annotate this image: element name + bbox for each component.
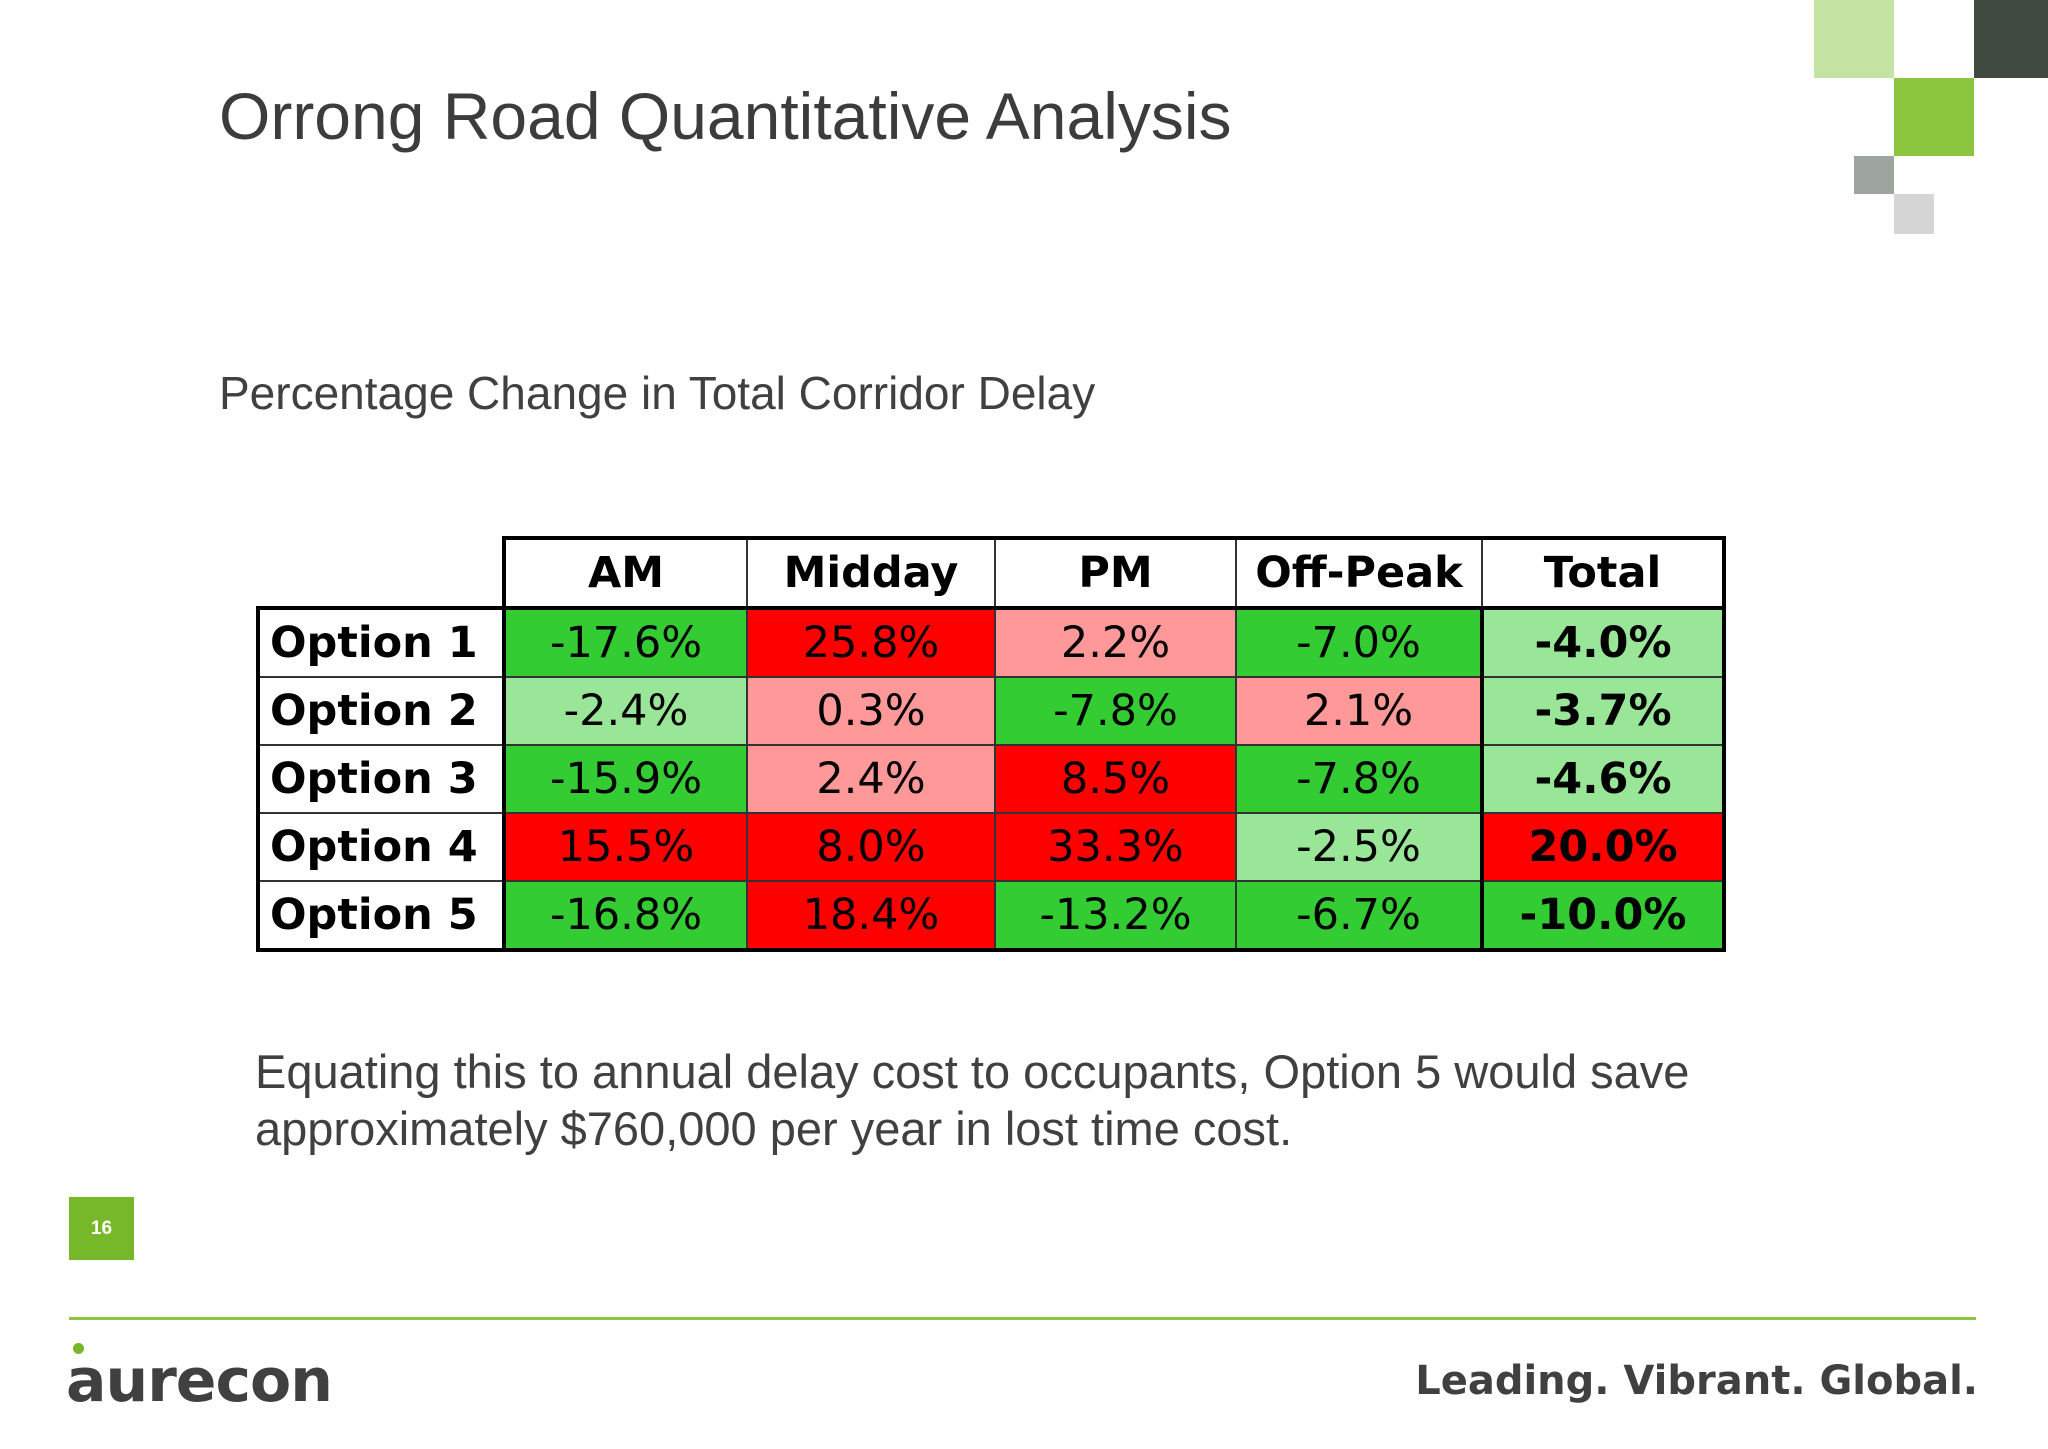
table-cell: 33.3% [994, 812, 1237, 882]
table-cell: 2.4% [746, 744, 996, 814]
table-cell: -7.0% [1235, 606, 1483, 678]
corner-decoration [1894, 0, 1974, 78]
logo-text: aurecon [66, 1346, 333, 1416]
tagline: Leading. Vibrant. Global. [1415, 1358, 1978, 1404]
table-caption: Percentage Change in Total Corridor Dela… [219, 367, 1096, 419]
table-header-row: AM Midday PM Off-Peak Total [258, 536, 1726, 610]
table-row: Option 1 -17.6% 25.8% 2.2% -7.0% -4.0% [256, 606, 1726, 678]
column-header: PM [994, 536, 1237, 609]
corner-decoration [1894, 194, 1934, 234]
row-label: Option 1 [256, 606, 506, 678]
table-cell: -17.6% [503, 606, 748, 678]
table-cell: -6.7% [1235, 880, 1483, 952]
table-cell: 0.3% [746, 676, 996, 746]
table-cell: 8.5% [994, 744, 1237, 814]
table-row: Option 2 -2.4% 0.3% -7.8% 2.1% -3.7% [256, 676, 1726, 746]
table-cell: 25.8% [746, 606, 996, 678]
table-cell: -15.9% [503, 744, 748, 814]
corner-decoration [1894, 78, 1974, 156]
table-cell: -2.4% [503, 676, 748, 746]
table-cell: 18.4% [746, 880, 996, 952]
row-label: Option 3 [256, 744, 506, 814]
column-header: Midday [746, 536, 996, 609]
total-cell: 20.0% [1480, 812, 1726, 882]
corner-decoration [1854, 156, 1894, 194]
table-cell: 8.0% [746, 812, 996, 882]
total-cell: -4.0% [1480, 606, 1726, 678]
table-row: Option 4 15.5% 8.0% 33.3% -2.5% 20.0% [256, 812, 1726, 882]
table-cell: -7.8% [994, 676, 1237, 746]
total-cell: -10.0% [1480, 880, 1726, 952]
column-header: Total [1481, 536, 1726, 609]
table-row: Option 5 -16.8% 18.4% -13.2% -6.7% -10.0% [256, 880, 1726, 952]
corner-decoration [1974, 0, 2048, 78]
corner-decoration [1814, 0, 1894, 78]
table-cell: -7.8% [1235, 744, 1483, 814]
logo-dot-icon [73, 1343, 84, 1354]
table-cell: -13.2% [994, 880, 1237, 952]
total-cell: -4.6% [1480, 744, 1726, 814]
table-row: Option 3 -15.9% 2.4% 8.5% -7.8% -4.6% [256, 744, 1726, 814]
row-label: Option 4 [256, 812, 506, 882]
aurecon-logo: aurecon [66, 1343, 333, 1416]
row-label: Option 2 [256, 676, 506, 746]
footer-divider [69, 1317, 1976, 1320]
page-number: 16 [69, 1197, 134, 1260]
row-label: Option 5 [256, 880, 506, 952]
column-header: AM [503, 536, 748, 609]
table-cell: -16.8% [503, 880, 748, 952]
table-cell: 2.1% [1235, 676, 1483, 746]
slide-title: Orrong Road Quantitative Analysis [219, 79, 1232, 153]
table-cell: 2.2% [994, 606, 1237, 678]
table-cell: 15.5% [503, 812, 748, 882]
table-corner [258, 538, 506, 610]
total-cell: -3.7% [1480, 676, 1726, 746]
table-cell: -2.5% [1235, 812, 1483, 882]
delay-table: AM Midday PM Off-Peak Total Option 1 -17.… [256, 536, 1726, 952]
column-header: Off-Peak [1235, 536, 1483, 609]
summary-text: Equating this to annual delay cost to oc… [255, 1045, 1690, 1155]
